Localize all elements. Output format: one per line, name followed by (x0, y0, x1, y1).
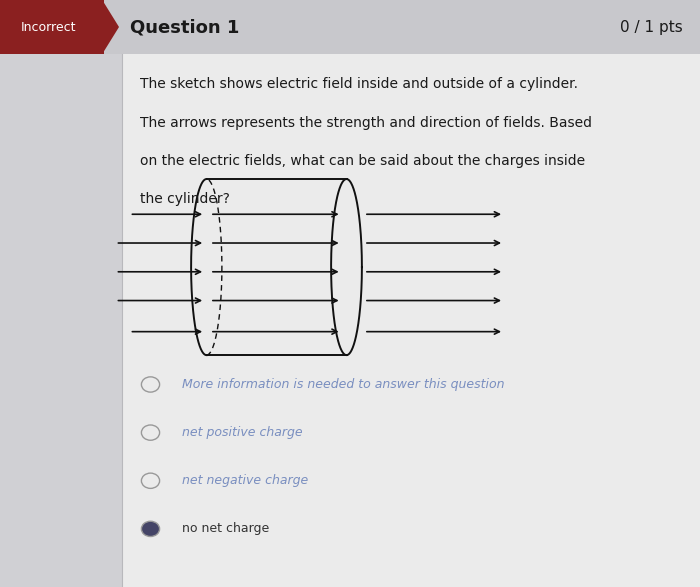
FancyBboxPatch shape (0, 0, 104, 54)
FancyBboxPatch shape (0, 0, 700, 54)
Text: Incorrect: Incorrect (21, 21, 76, 33)
Text: the cylinder?: the cylinder? (140, 192, 230, 206)
Text: The sketch shows electric field inside and outside of a cylinder.: The sketch shows electric field inside a… (140, 77, 578, 92)
Text: net negative charge: net negative charge (182, 474, 308, 487)
Text: net positive charge: net positive charge (182, 426, 302, 439)
Circle shape (141, 521, 160, 537)
Polygon shape (104, 2, 119, 52)
FancyBboxPatch shape (0, 54, 122, 587)
FancyBboxPatch shape (0, 54, 700, 587)
Text: on the electric fields, what can be said about the charges inside: on the electric fields, what can be said… (140, 154, 585, 168)
Text: The arrows represents the strength and direction of fields. Based: The arrows represents the strength and d… (140, 116, 592, 130)
Text: Question 1: Question 1 (130, 18, 239, 36)
Text: More information is needed to answer this question: More information is needed to answer thi… (182, 378, 505, 391)
Text: no net charge: no net charge (182, 522, 270, 535)
Text: 0 / 1 pts: 0 / 1 pts (620, 19, 682, 35)
